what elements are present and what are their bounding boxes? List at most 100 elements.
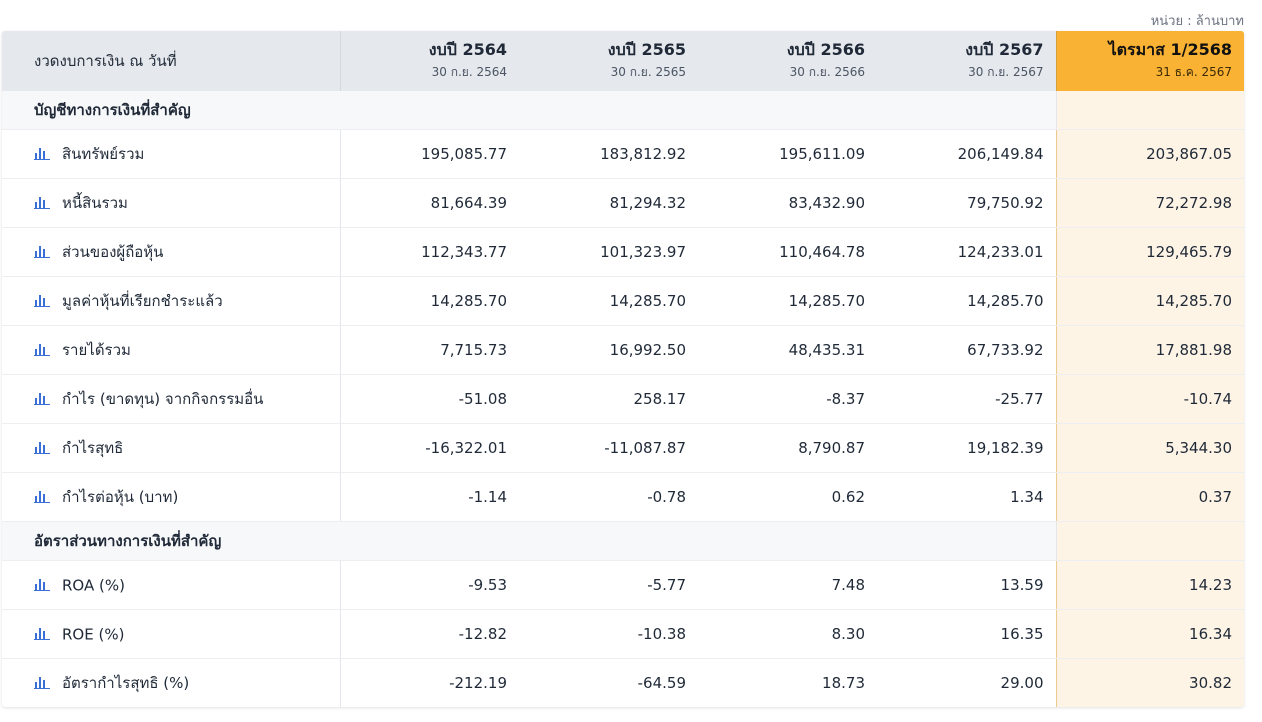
value-cell: 0.62 — [698, 472, 877, 522]
value-cell: -12.82 — [340, 609, 519, 659]
value-cell: 195,085.77 — [340, 129, 519, 179]
row-label: กำไร (ขาดทุน) จากกิจกรรมอื่น — [62, 390, 264, 408]
table-row: อัตรากำไรสุทธิ (%) -212.19 -64.59 18.73 29.0… — [2, 658, 1244, 707]
row-label-cell: อัตรากำไรสุทธิ (%) — [2, 658, 341, 707]
value-cell: -0.78 — [519, 472, 698, 522]
value-cell: 195,611.09 — [698, 129, 877, 179]
value-cell: -10.38 — [519, 609, 698, 659]
value-cell: 14,285.70 — [698, 276, 877, 326]
value-cell: -64.59 — [637, 674, 686, 692]
table-row: กำไร (ขาดทุน) จากกิจกรรมอื่น -51.08 258.17… — [2, 374, 1244, 424]
section-header-row: บัญชีทางการเงินที่สำคัญ — [2, 91, 1244, 130]
bar-chart-icon[interactable] — [34, 675, 50, 689]
value-cell: 81,294.32 — [519, 178, 698, 228]
value-cell: 17,881.98 — [1055, 325, 1244, 375]
table-row: กำไรสุทธิ -16,322.01 -11,087.87 8,790.87 19,… — [2, 423, 1244, 473]
value-cell: -1.14 — [340, 472, 519, 522]
value-cell: -10.74 — [1055, 374, 1244, 424]
value-cell: -9.53 — [340, 560, 519, 610]
row-label-cell: หนี้สินรวม — [2, 178, 341, 228]
column-title: งบปี 2565 — [607, 40, 686, 59]
section-highlight-cell — [1055, 521, 1244, 561]
financial-table-container: งวดงบการเงิน ณ วันที่ งบปี 2564 30 ก.ย. … — [2, 31, 1244, 707]
section-title: อัตราส่วนทางการเงินที่สำคัญ — [2, 521, 1057, 561]
row-label-cell: มูลค่าหุ้นที่เรียกชำระแล้ว — [2, 276, 341, 326]
column-title: งบปี 2566 — [786, 40, 865, 59]
period-label: งวดงบการเงิน ณ วันที่ — [2, 31, 341, 91]
value-cell: 48,435.31 — [698, 325, 877, 375]
value-cell: 67,733.92 — [877, 325, 1056, 375]
row-label: มูลค่าหุ้นที่เรียกชำระแล้ว — [62, 292, 223, 310]
value-cell: 1.34 — [877, 472, 1056, 522]
column-header: งบปี 2565 30 ก.ย. 2565 — [519, 31, 698, 91]
bar-chart-icon[interactable] — [34, 626, 50, 640]
row-label-cell: กำไรต่อหุ้น (บาท) — [2, 472, 341, 522]
row-label-cell: กำไร (ขาดทุน) จากกิจกรรมอื่น — [2, 374, 341, 424]
value-cell: -212.19 — [449, 674, 507, 692]
value-cell: 13.59 — [877, 560, 1056, 610]
column-date: 30 ก.ย. 2565 — [610, 65, 686, 79]
row-label-cell: ROE (%) — [2, 609, 341, 659]
column-date: 30 ก.ย. 2567 — [968, 65, 1044, 79]
value-cell: 258.17 — [519, 374, 698, 424]
table-row: รายได้รวม 7,715.73 16,992.50 48,435.31 67,73… — [2, 325, 1244, 375]
column-date: 31 ธ.ค. 2567 — [1155, 65, 1232, 79]
bar-chart-icon[interactable] — [34, 391, 50, 405]
row-label-cell: ROA (%) — [2, 560, 341, 610]
value-cell: 16.35 — [877, 609, 1056, 659]
value-cell: 14,285.70 — [340, 276, 519, 326]
value-cell: 183,812.92 — [519, 129, 698, 179]
value-cell: 112,343.77 — [340, 227, 519, 277]
value-cell: 16,992.50 — [519, 325, 698, 375]
table-row: กำไรต่อหุ้น (บาท) -1.14 -0.78 0.62 1.34 0.37 — [2, 472, 1244, 522]
table-row: ROE (%) -12.82 -10.38 8.30 16.35 16.34 — [2, 609, 1244, 659]
value-cell: 83,432.90 — [698, 178, 877, 228]
value-cell: 8,790.87 — [698, 423, 877, 473]
column-title: งบปี 2567 — [965, 40, 1044, 59]
row-label: ROA (%) — [62, 576, 125, 595]
table-row: มูลค่าหุ้นที่เรียกชำระแล้ว 14,285.70 14,28… — [2, 276, 1244, 326]
value-cell: 0.37 — [1055, 472, 1244, 522]
row-label: ROE (%) — [62, 625, 125, 644]
value-cell: 29.00 — [1000, 674, 1044, 692]
bar-chart-icon[interactable] — [34, 293, 50, 307]
value-cell: 8.30 — [698, 609, 877, 659]
column-date: 30 ก.ย. 2564 — [431, 65, 507, 79]
bar-chart-icon[interactable] — [34, 489, 50, 503]
bar-chart-icon[interactable] — [34, 342, 50, 356]
bar-chart-icon[interactable] — [34, 440, 50, 454]
column-header: งบปี 2567 30 ก.ย. 2567 — [877, 31, 1056, 91]
value-cell: 14,285.70 — [877, 276, 1056, 326]
row-label-cell: รายได้รวม — [2, 325, 341, 375]
value-cell: -11,087.87 — [519, 423, 698, 473]
bar-chart-icon[interactable] — [34, 244, 50, 258]
value-cell: 14,285.70 — [1055, 276, 1244, 326]
value-cell: 19,182.39 — [877, 423, 1056, 473]
section-title: บัญชีทางการเงินที่สำคัญ — [2, 91, 1057, 130]
row-label: กำไรสุทธิ — [62, 439, 124, 457]
table-row: ส่วนของผู้ถือหุ้น 112,343.77 101,323.97 110… — [2, 227, 1244, 277]
column-header: งบปี 2566 30 ก.ย. 2566 — [698, 31, 877, 91]
row-label: รายได้รวม — [62, 341, 131, 359]
bar-chart-icon[interactable] — [34, 146, 50, 160]
value-cell: -16,322.01 — [340, 423, 519, 473]
value-cell: 30.82 — [1055, 658, 1244, 707]
column-header-highlight: ไตรมาส 1/2568 31 ธ.ค. 2567 — [1055, 31, 1244, 91]
row-label: อัตรากำไรสุทธิ (%) — [62, 674, 190, 692]
value-cell: 5,344.30 — [1055, 423, 1244, 473]
row-label: ส่วนของผู้ถือหุ้น — [62, 243, 164, 261]
value-cell: -8.37 — [698, 374, 877, 424]
table-row: ROA (%) -9.53 -5.77 7.48 13.59 14.23 — [2, 560, 1244, 610]
table-body: บัญชีทางการเงินที่สำคัญ สินทรัพย์รวม 195,0… — [2, 91, 1244, 707]
column-title: ไตรมาส 1/2568 — [1108, 40, 1232, 59]
row-label: หนี้สินรวม — [62, 194, 128, 212]
column-title: งบปี 2564 — [428, 40, 507, 59]
financial-table: งวดงบการเงิน ณ วันที่ งบปี 2564 30 ก.ย. … — [2, 31, 1244, 707]
bar-chart-icon[interactable] — [34, 195, 50, 209]
value-cell: 129,465.79 — [1055, 227, 1244, 277]
section-highlight-cell — [1055, 91, 1244, 130]
value-cell: 14.23 — [1055, 560, 1244, 610]
column-header: งบปี 2564 30 ก.ย. 2564 — [340, 31, 519, 91]
value-cell: 79,750.92 — [877, 178, 1056, 228]
bar-chart-icon[interactable] — [34, 577, 50, 591]
